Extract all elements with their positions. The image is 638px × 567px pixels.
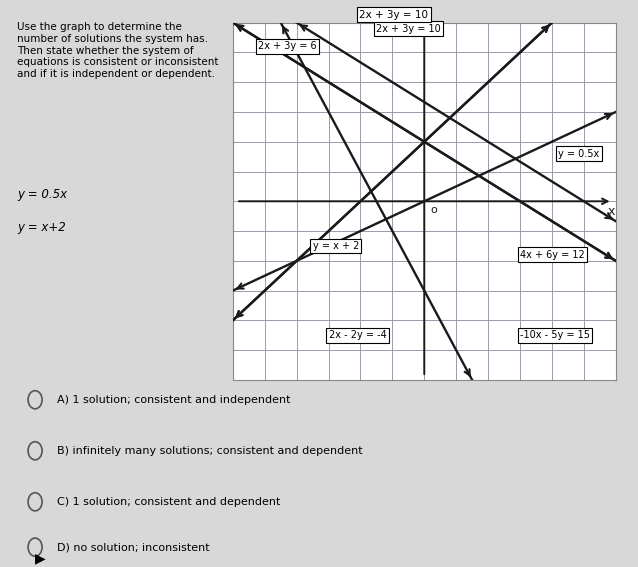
Text: B) infinitely many solutions; consistent and dependent: B) infinitely many solutions; consistent… <box>57 446 363 456</box>
Text: o: o <box>431 205 438 215</box>
Text: y = x+2: y = x+2 <box>17 222 66 234</box>
Text: ▶: ▶ <box>35 551 46 565</box>
Text: -10x - 5y = 15: -10x - 5y = 15 <box>520 330 590 340</box>
Text: 2x + 3y = 10: 2x + 3y = 10 <box>376 24 441 33</box>
Text: y: y <box>433 22 440 35</box>
Text: C) 1 solution; consistent and dependent: C) 1 solution; consistent and dependent <box>57 497 281 507</box>
Text: D) no solution; inconsistent: D) no solution; inconsistent <box>57 542 210 552</box>
Text: y = 0.5x: y = 0.5x <box>558 149 600 159</box>
Text: 4x + 6y = 12: 4x + 6y = 12 <box>520 250 584 260</box>
Text: 2x + 3y = 6: 2x + 3y = 6 <box>258 41 317 52</box>
Text: y = x + 2: y = x + 2 <box>313 241 359 251</box>
Text: 2x + 3y = 10: 2x + 3y = 10 <box>359 10 428 20</box>
Text: x: x <box>607 205 614 218</box>
Text: 2x - 2y = -4: 2x - 2y = -4 <box>329 330 387 340</box>
Text: A) 1 solution; consistent and independent: A) 1 solution; consistent and independen… <box>57 395 291 405</box>
Text: Use the graph to determine the
number of solutions the system has.
Then state wh: Use the graph to determine the number of… <box>17 23 219 79</box>
Text: y = 0.5x: y = 0.5x <box>17 188 68 201</box>
